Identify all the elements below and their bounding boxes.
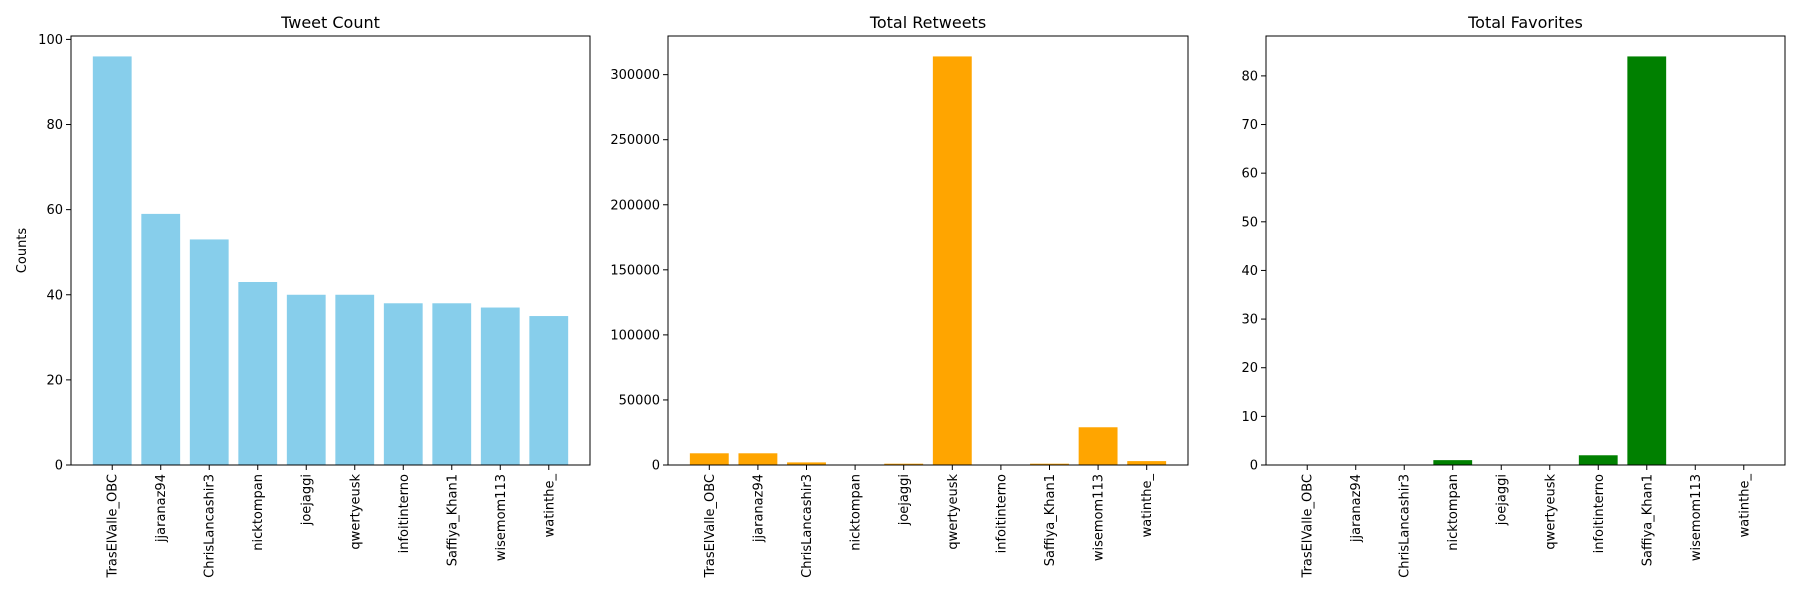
y-tick-label: 0 [652, 459, 660, 474]
bar-TrasElValle_OBC [92, 56, 132, 466]
bar-watinthe_ [1127, 461, 1167, 465]
bar-nicktompan [238, 281, 278, 465]
y-tick-label: 60 [46, 203, 63, 218]
y-tick-label: 150000 [610, 263, 660, 278]
y-tick-label: 30 [1241, 313, 1258, 328]
x-tick-label: nicktompan [1446, 474, 1461, 551]
total-favorites-chart: 0 10 20 30 40 50 60 70 80 TrasElValle_OBC jjaranaz… [1241, 13, 1786, 579]
x-tick-label: infoitinterno [994, 474, 1009, 553]
y-tick-label: 80 [1241, 69, 1258, 84]
x-tick-label: ChrisLancashir3 [800, 474, 815, 578]
x-tick-label: Saffiya_Khan1 [1640, 474, 1655, 566]
y-tick-label: 0 [55, 459, 63, 474]
y-tick-label: 60 [1241, 167, 1258, 182]
bar-joejaggi [286, 294, 326, 465]
y-tick-label: 70 [1241, 118, 1258, 133]
total-retweets-title: Total Retweets [869, 13, 986, 32]
bar-nicktompan [1433, 460, 1473, 465]
bar-joejaggi [884, 463, 924, 465]
bar-jjaranaz94 [738, 453, 778, 465]
axes-frame [667, 35, 1189, 466]
bar-TrasElValle_OBC [689, 453, 729, 465]
x-tick-label: joejaggi [1495, 474, 1510, 526]
x-tick-label: TrasElValle_OBC [703, 474, 718, 579]
bar-infoitinterno [1578, 455, 1618, 465]
bar-ChrisLancashir3 [189, 239, 229, 465]
x-tick-label: jjaranaz94 [1349, 474, 1364, 543]
tweet-count-chart: 0 20 40 60 80 100 TrasElValle_OBC jjaranaz94 Chr… [15, 13, 591, 579]
bar-watinthe_ [529, 316, 569, 465]
bar-qwertyeusk [335, 294, 375, 465]
y-tick-label: 20 [1241, 361, 1258, 376]
y-tick-label: 100 [38, 33, 63, 48]
x-tick-label: qwertyeusk [946, 474, 961, 550]
x-tick-label: wisemom113 [1092, 474, 1107, 561]
total-retweets-chart: 0 50000 100000 150000 200000 250000 300000 Tras… [610, 13, 1189, 579]
bar-Saffiya_Khan1 [1627, 56, 1667, 466]
y-tick-label: 40 [1241, 264, 1258, 279]
x-tick-label: wisemom113 [494, 474, 509, 561]
axes-frame [70, 35, 591, 466]
x-tick-label: watinthe_ [542, 474, 557, 538]
x-tick-label: Saffiya_Khan1 [1043, 474, 1058, 566]
bar-wisemom113 [1078, 427, 1118, 465]
y-tick-label: 50 [1241, 215, 1258, 230]
x-tick-label: nicktompan [251, 474, 266, 551]
bar-ChrisLancashir3 [787, 462, 826, 465]
bar-jjaranaz94 [141, 213, 181, 465]
x-tick-label: joejaggi [897, 474, 912, 526]
x-tick-label: jjaranaz94 [751, 474, 766, 543]
x-tick-label: infoitinterno [1592, 474, 1607, 553]
y-axis-label: Counts [15, 228, 30, 274]
y-tick-label: 200000 [610, 198, 660, 213]
x-tick-label: TrasElValle_OBC [1301, 474, 1316, 579]
bar-Saffiya_Khan1 [1030, 463, 1069, 465]
x-tick-label: watinthe_ [1140, 474, 1155, 538]
tweet-count-title: Tweet Count [280, 13, 380, 32]
x-tick-label: nicktompan [849, 474, 864, 551]
axes-frame [1265, 35, 1786, 466]
y-tick-label: 20 [46, 373, 63, 388]
y-tick-label: 250000 [610, 133, 660, 148]
total-favorites-title: Total Favorites [1467, 13, 1583, 32]
x-tick-label: qwertyeusk [348, 474, 363, 550]
y-tick-label: 0 [1250, 459, 1258, 474]
bar-Saffiya_Khan1 [432, 303, 472, 465]
y-tick-label: 300000 [610, 68, 660, 83]
bar-qwertyeusk [932, 56, 972, 466]
bar-infoitinterno [383, 303, 423, 465]
x-tick-label: watinthe_ [1737, 474, 1752, 538]
x-tick-label: joejaggi [300, 474, 315, 526]
y-tick-label: 80 [46, 118, 63, 133]
x-tick-label: ChrisLancashir3 [1398, 474, 1413, 578]
x-tick-label: qwertyeusk [1543, 474, 1558, 550]
x-tick-label: infoitinterno [397, 474, 412, 553]
y-tick-label: 40 [46, 288, 63, 303]
y-tick-label: 50000 [619, 393, 660, 408]
y-tick-label: 100000 [610, 328, 660, 343]
x-tick-label: jjaranaz94 [154, 474, 169, 543]
x-tick-label: wisemom113 [1689, 474, 1704, 561]
bar-wisemom113 [480, 307, 520, 465]
y-tick-label: 10 [1241, 410, 1258, 425]
x-tick-label: TrasElValle_OBC [106, 474, 121, 579]
x-tick-label: Saffiya_Khan1 [445, 474, 460, 566]
x-tick-label: ChrisLancashir3 [203, 474, 218, 578]
